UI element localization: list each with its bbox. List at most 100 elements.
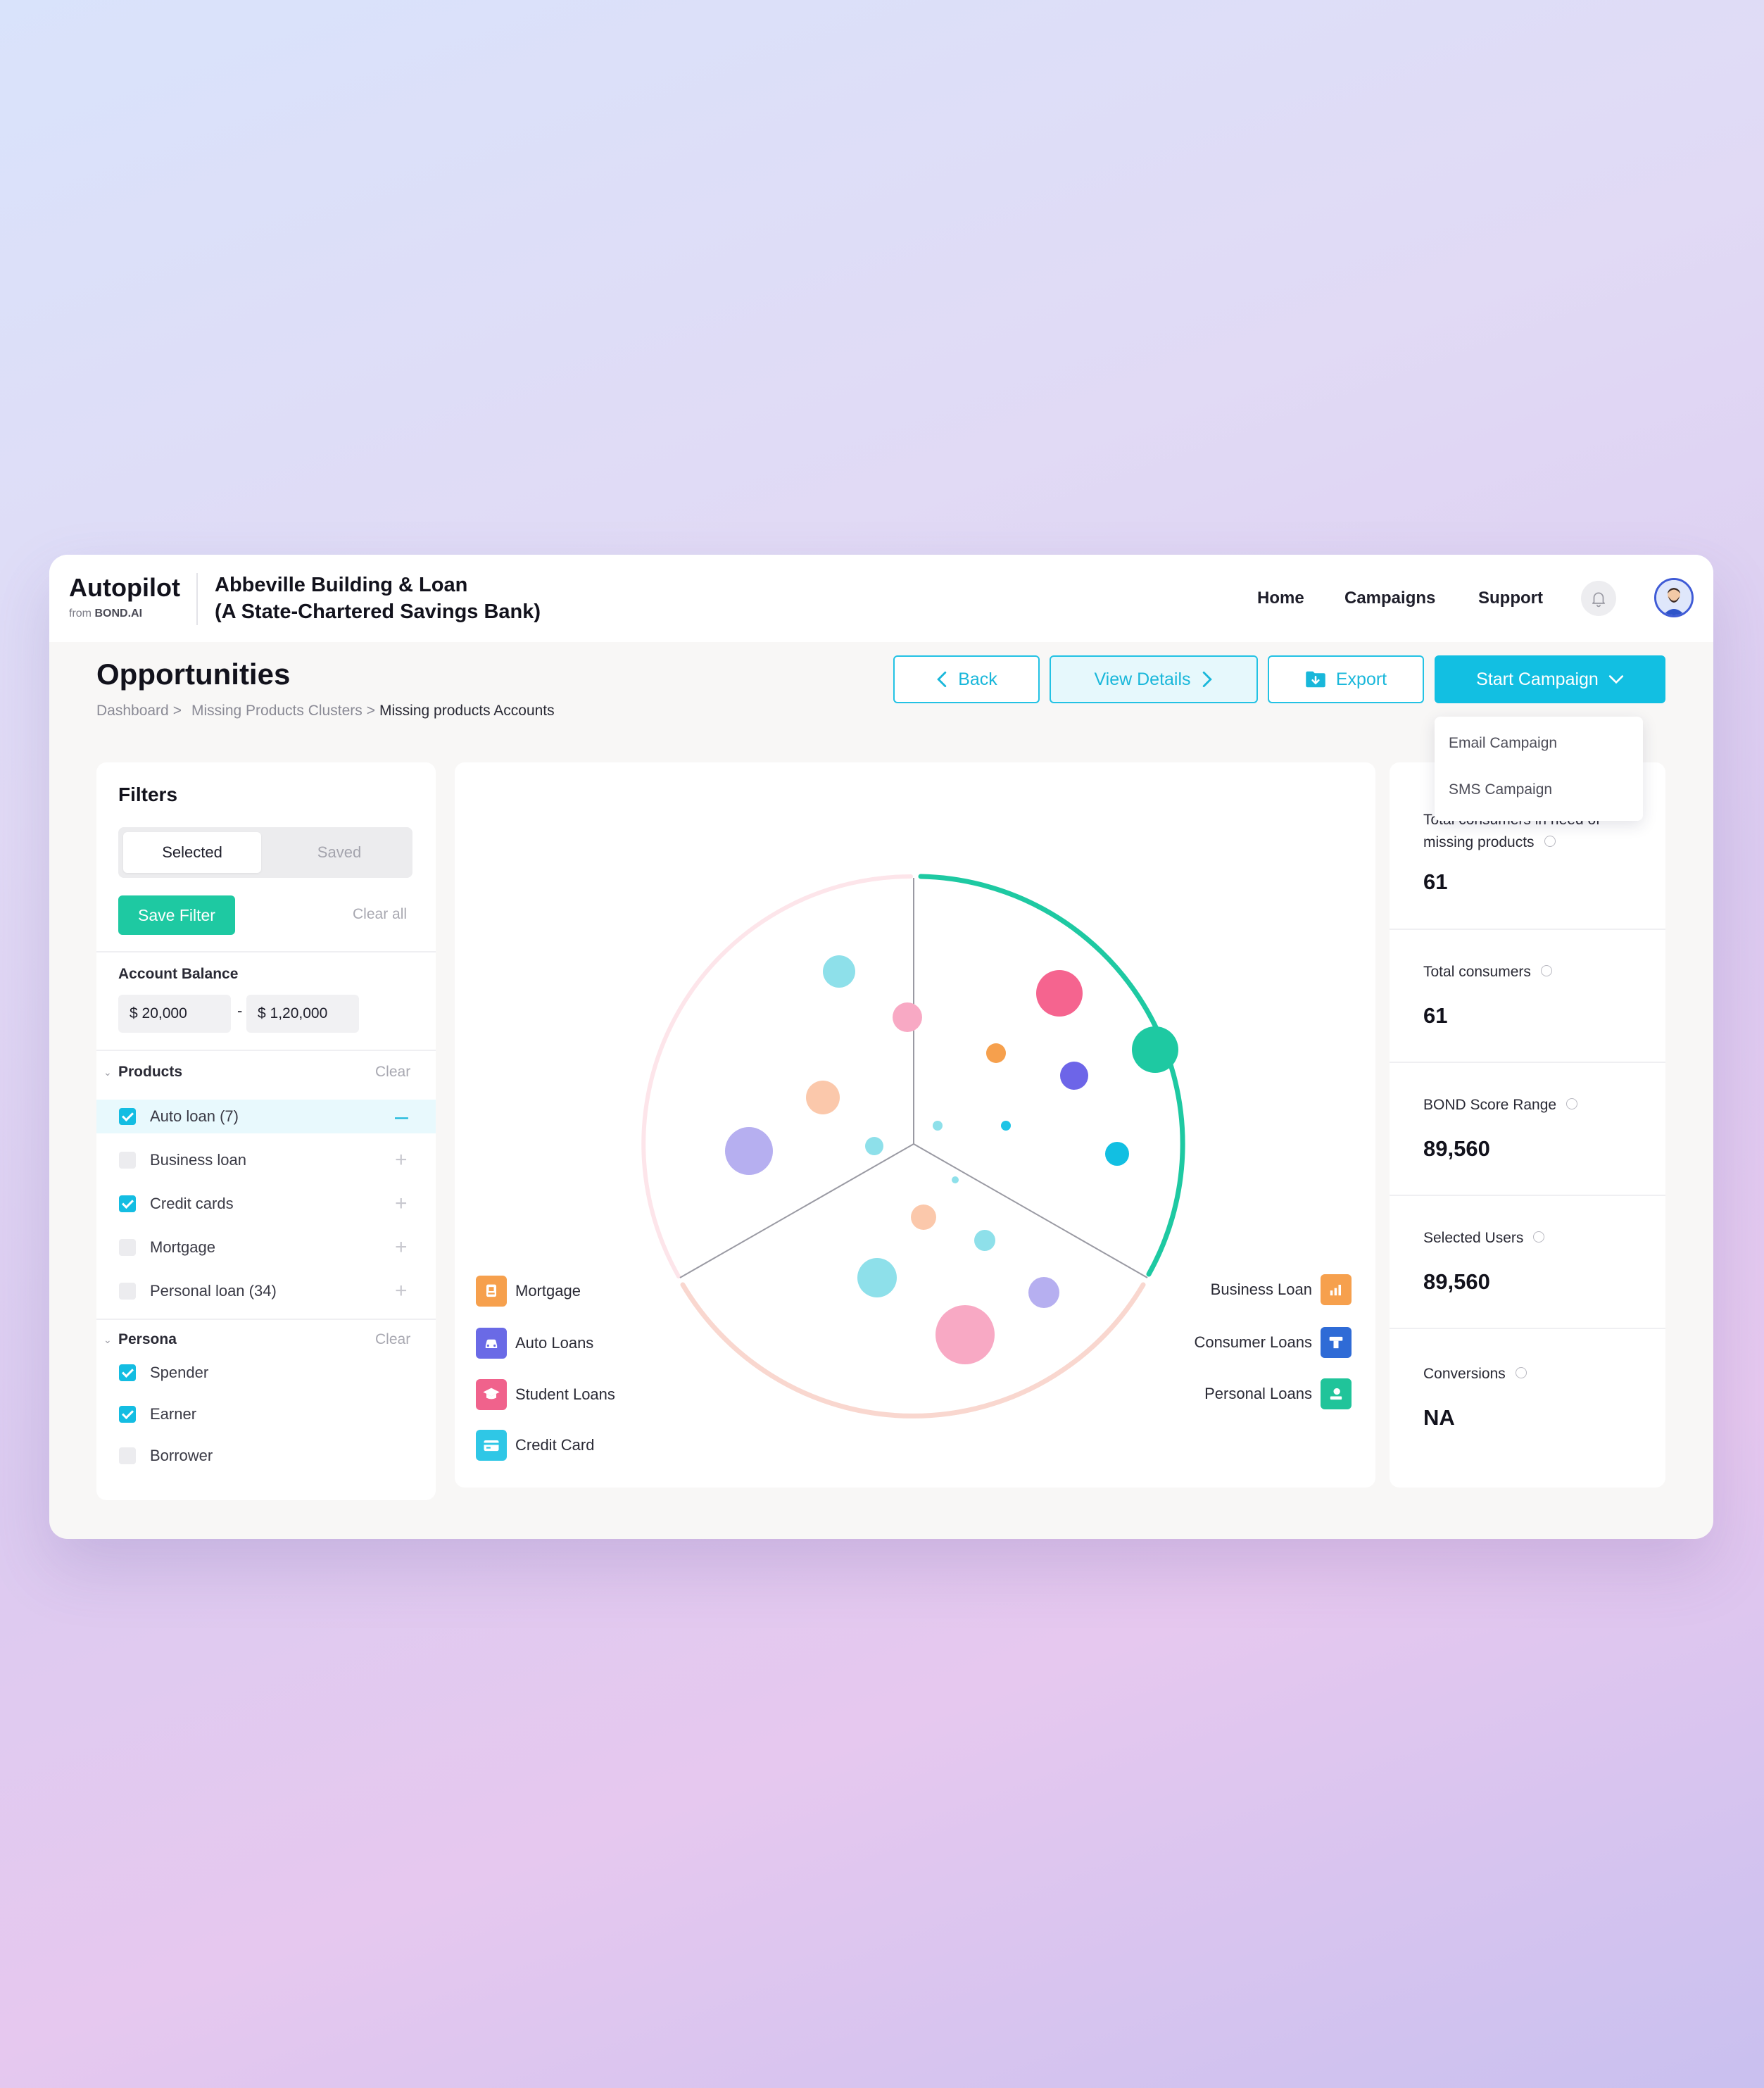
plus-icon[interactable]: + [395,1148,408,1171]
filter-tabs: Selected Saved [118,827,412,878]
info-icon[interactable] [1544,836,1556,848]
checkbox-checked[interactable] [119,1364,136,1381]
persona-item-spender[interactable]: Spender [96,1356,436,1390]
cluster-bubble[interactable] [1132,1026,1178,1073]
tab-selected[interactable]: Selected [123,832,261,873]
checkbox-checked[interactable] [119,1195,136,1212]
cluster-ring-right[interactable] [918,874,1185,1277]
export-button[interactable]: Export [1268,655,1424,703]
cluster-bubble[interactable] [823,955,855,988]
balance-min-input[interactable]: $ 20,000 [118,995,231,1033]
products-collapse-icon[interactable]: ⌄ [103,1067,112,1078]
cluster-bubble[interactable] [911,1205,936,1230]
cluster-bubble[interactable] [865,1137,883,1155]
plus-icon[interactable]: + [395,1192,408,1215]
plus-icon[interactable]: + [395,1235,408,1259]
persona-item-earner[interactable]: Earner [96,1397,436,1431]
persona-collapse-icon[interactable]: ⌄ [103,1334,112,1345]
stat-bond-score-range: BOND Score Range 89,560 [1390,1063,1665,1195]
breadcrumb-clusters[interactable]: Missing Products Clusters [191,703,363,719]
info-icon[interactable] [1540,965,1552,977]
breadcrumb-separator: > [172,703,182,719]
user-avatar[interactable] [1654,578,1694,617]
persona-label: Persona [118,1331,177,1347]
cluster-bubble[interactable] [1036,970,1083,1017]
nav-campaigns[interactable]: Campaigns [1344,589,1436,608]
save-filter-button[interactable]: Save Filter [118,895,235,935]
legend-item-auto-loans: Auto Loans [476,1328,593,1359]
tab-saved[interactable]: Saved [317,843,362,861]
app-window: Autopilot from BOND.AI Abbeville Buildin… [49,555,1713,1539]
cluster-bubble[interactable] [725,1127,773,1175]
menu-item-email-campaign[interactable]: Email Campaign [1449,735,1558,751]
divider [96,1050,436,1051]
persona-item-borrower[interactable]: Borrower [96,1439,436,1473]
stat-conversions: Conversions NA [1390,1329,1665,1461]
account-balance-label: Account Balance [118,966,239,982]
product-item-auto-loan[interactable]: Auto loan (7) – [96,1100,436,1133]
back-button[interactable]: Back [893,655,1040,703]
persona-clear-link[interactable]: Clear [375,1331,411,1347]
cluster-bubble[interactable] [974,1230,995,1251]
stat-value: 61 [1423,869,1448,894]
nav-support[interactable]: Support [1478,589,1543,608]
stat-total-consumers: Total consumers 61 [1390,930,1665,1062]
nav-home[interactable]: Home [1257,589,1304,608]
checkbox-checked[interactable] [119,1406,136,1423]
cluster-bubble[interactable] [893,1002,922,1032]
cluster-bubble[interactable] [1060,1062,1088,1090]
user-avatar-icon [1656,580,1691,615]
graduation-icon [476,1379,507,1410]
campaign-dropdown-menu: Email Campaign SMS Campaign [1435,717,1643,821]
breadcrumb: Dashboard > Missing Products Clusters > … [96,703,555,719]
cluster-bubble[interactable] [1028,1277,1059,1308]
product-item-mortgage[interactable]: Mortgage + [96,1231,436,1264]
checkbox-unchecked[interactable] [119,1152,136,1169]
legend-item-student-loans: Student Loans [476,1379,615,1410]
stat-value: 89,560 [1423,1269,1490,1294]
product-item-business-loan[interactable]: Business loan + [96,1143,436,1177]
checkbox-unchecked[interactable] [119,1447,136,1464]
plus-icon[interactable]: + [395,1279,408,1302]
minus-icon[interactable]: – [395,1103,408,1130]
cluster-bubble[interactable] [935,1305,995,1364]
business-chart-icon [1321,1274,1352,1305]
divider [1390,929,1665,930]
breadcrumb-separator: > [366,703,376,719]
menu-item-sms-campaign[interactable]: SMS Campaign [1449,781,1553,798]
stat-value: 61 [1423,1003,1448,1028]
clear-all-link[interactable]: Clear all [353,906,408,922]
cluster-bubble[interactable] [952,1176,959,1183]
chevron-left-icon [937,671,947,688]
brand-logo[interactable]: Autopilot [69,573,180,602]
cluster-bubble[interactable] [986,1043,1006,1063]
cluster-divider [913,1143,1148,1278]
notifications-button[interactable] [1581,581,1616,616]
checkbox-unchecked[interactable] [119,1239,136,1256]
product-item-credit-cards[interactable]: Credit cards + [96,1187,436,1221]
stats-panel: Total consumers in need of missing produ… [1390,762,1665,1488]
cluster-bubble[interactable] [806,1081,840,1114]
checkbox-unchecked[interactable] [119,1283,136,1300]
filters-panel: Filters Selected Saved Save Filter Clear… [96,762,436,1500]
balance-max-input[interactable]: $ 1,20,000 [246,995,359,1033]
product-item-personal-loan[interactable]: Personal loan (34) + [96,1274,436,1308]
cluster-bubble[interactable] [1105,1142,1129,1166]
personal-loan-icon [1321,1378,1352,1409]
cluster-ring-left [641,874,913,1278]
breadcrumb-dashboard[interactable]: Dashboard [96,703,169,719]
cluster-bubble-chart [641,874,1185,1419]
products-clear-link[interactable]: Clear [375,1064,411,1080]
checkbox-checked[interactable] [119,1108,136,1125]
stat-label: Selected Users [1423,1227,1634,1250]
cluster-bubble[interactable] [857,1258,897,1297]
start-campaign-button[interactable]: Start Campaign [1435,655,1665,703]
cluster-bubble[interactable] [933,1121,943,1131]
divider [1390,1328,1665,1329]
info-icon[interactable] [1515,1367,1527,1379]
view-details-button[interactable]: View Details [1050,655,1258,703]
chevron-down-icon [1608,675,1623,684]
info-icon[interactable] [1533,1231,1545,1243]
cluster-bubble[interactable] [1001,1121,1011,1131]
info-icon[interactable] [1566,1098,1578,1110]
